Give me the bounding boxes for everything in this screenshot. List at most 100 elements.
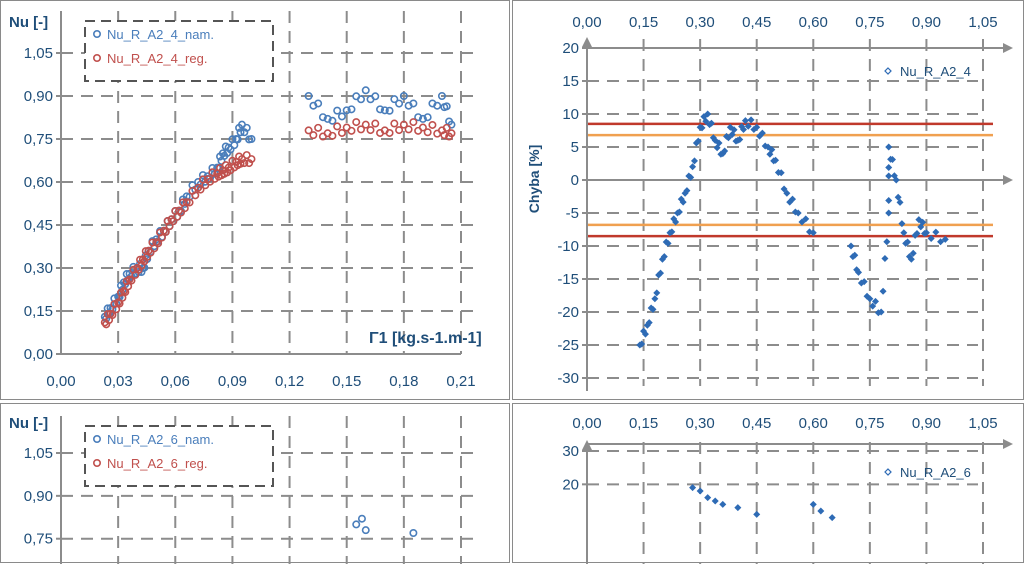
x-tick-label: 0,15 bbox=[332, 373, 361, 390]
x-tick-label: 0,00 bbox=[46, 373, 75, 390]
y-tick-label: 0,15 bbox=[24, 303, 53, 320]
legend-label: Nu_R_A2_4_reg. bbox=[107, 51, 207, 66]
data-point bbox=[157, 233, 166, 242]
data-point bbox=[728, 131, 736, 138]
data-point bbox=[242, 151, 251, 160]
data-point bbox=[907, 255, 915, 263]
x-tick-label: 0,90 bbox=[912, 415, 941, 432]
data-point bbox=[352, 118, 361, 127]
y-tick-label: 0,90 bbox=[24, 488, 53, 505]
chart-nu-a2-4: 0,00 0,15 0,30 0,45 0,60 0,75 0,90 1,05 0,00 0,03… bbox=[9, 11, 482, 390]
data-point bbox=[704, 110, 712, 118]
data-point bbox=[913, 230, 921, 237]
data-point bbox=[242, 123, 251, 132]
y-tick-label: -30 bbox=[557, 370, 579, 387]
data-point bbox=[198, 171, 207, 180]
legend-marker bbox=[884, 67, 892, 75]
x-tick-label: 0,30 bbox=[686, 14, 715, 31]
data-point bbox=[789, 195, 797, 203]
data-point bbox=[894, 193, 902, 201]
data-point bbox=[683, 187, 691, 195]
y-axis-label: Nu [-] bbox=[9, 14, 48, 31]
data-point bbox=[898, 220, 906, 228]
y-tick-label: -5 bbox=[566, 205, 579, 222]
y-tick-label: 0,00 bbox=[24, 346, 53, 363]
legend-box bbox=[84, 20, 274, 82]
data-point bbox=[704, 494, 712, 502]
data-point bbox=[247, 155, 256, 164]
data-point bbox=[247, 135, 256, 144]
y-axis-label: Nu [-] bbox=[9, 415, 48, 432]
x-tick-label: 0,90 bbox=[912, 14, 941, 31]
data-point bbox=[337, 128, 346, 137]
x-tick-label: 0,60 bbox=[799, 14, 828, 31]
data-point bbox=[304, 126, 313, 135]
data-point bbox=[399, 92, 408, 101]
data-point bbox=[423, 128, 432, 137]
data-point bbox=[447, 129, 456, 138]
legend-label: Nu_R_A2_6 bbox=[900, 465, 971, 480]
legend-label: Nu_R_A2_6_reg. bbox=[107, 456, 207, 471]
data-point bbox=[892, 176, 900, 184]
data-point bbox=[698, 124, 706, 132]
legend-box bbox=[84, 425, 274, 487]
data-point bbox=[744, 122, 752, 130]
data-point bbox=[668, 228, 676, 236]
data-point bbox=[672, 218, 680, 226]
y-tick-label: -15 bbox=[557, 271, 579, 288]
data-point bbox=[404, 125, 413, 134]
data-point bbox=[847, 242, 855, 250]
data-point bbox=[885, 197, 893, 204]
y-axis-label: Chyba [%] bbox=[526, 145, 542, 213]
data-point bbox=[828, 514, 836, 522]
data-point bbox=[772, 156, 780, 164]
data-point bbox=[919, 218, 927, 226]
data-point bbox=[337, 112, 346, 121]
data-point bbox=[333, 106, 342, 115]
data-point bbox=[761, 142, 769, 150]
y-tick-label: 0 bbox=[571, 172, 579, 189]
data-point bbox=[750, 126, 758, 134]
legend-label: Nu_R_A2_6_nam. bbox=[107, 432, 214, 447]
y-tick-label: 1,05 bbox=[24, 45, 53, 62]
y-tick-label: 10 bbox=[562, 106, 579, 123]
data-point bbox=[741, 117, 749, 125]
data-point bbox=[185, 198, 194, 207]
data-point bbox=[428, 120, 437, 129]
chart-chyba-a2-6: 30 20 0,00 0,15 0,30 0,45 0,60 0,75 0,90 1,05 Nu_R… bbox=[562, 415, 1013, 564]
x-tick-label: 0,00 bbox=[572, 14, 601, 31]
data-point bbox=[783, 189, 791, 197]
legend-marker bbox=[884, 468, 892, 476]
data-point bbox=[196, 185, 205, 194]
data-point bbox=[879, 287, 887, 295]
data-point bbox=[855, 268, 863, 276]
data-point bbox=[442, 123, 451, 132]
legend-marker bbox=[93, 434, 102, 443]
data-point bbox=[442, 102, 451, 111]
data-point bbox=[758, 129, 766, 137]
y-tick-label: 20 bbox=[562, 40, 579, 57]
y-axis-arrow bbox=[582, 440, 592, 450]
data-point bbox=[356, 125, 365, 134]
data-point bbox=[915, 216, 923, 224]
data-point bbox=[180, 199, 189, 208]
x-tick-label: 1,05 bbox=[968, 415, 997, 432]
data-point bbox=[304, 92, 313, 101]
data-point bbox=[390, 95, 399, 104]
data-point bbox=[689, 484, 697, 492]
legend-marker bbox=[93, 53, 102, 62]
data-point bbox=[734, 504, 742, 512]
y-tick-label: 20 bbox=[562, 476, 579, 493]
data-point bbox=[794, 209, 802, 217]
data-point bbox=[700, 113, 708, 121]
data-point bbox=[357, 514, 366, 523]
legend-marker bbox=[93, 458, 102, 467]
y-tick-label: -10 bbox=[557, 238, 579, 255]
data-point bbox=[885, 209, 893, 217]
data-point bbox=[736, 135, 744, 143]
data-point bbox=[679, 198, 687, 206]
data-point bbox=[638, 340, 646, 348]
data-point bbox=[692, 139, 700, 147]
data-point bbox=[817, 507, 825, 515]
data-point bbox=[423, 113, 432, 122]
